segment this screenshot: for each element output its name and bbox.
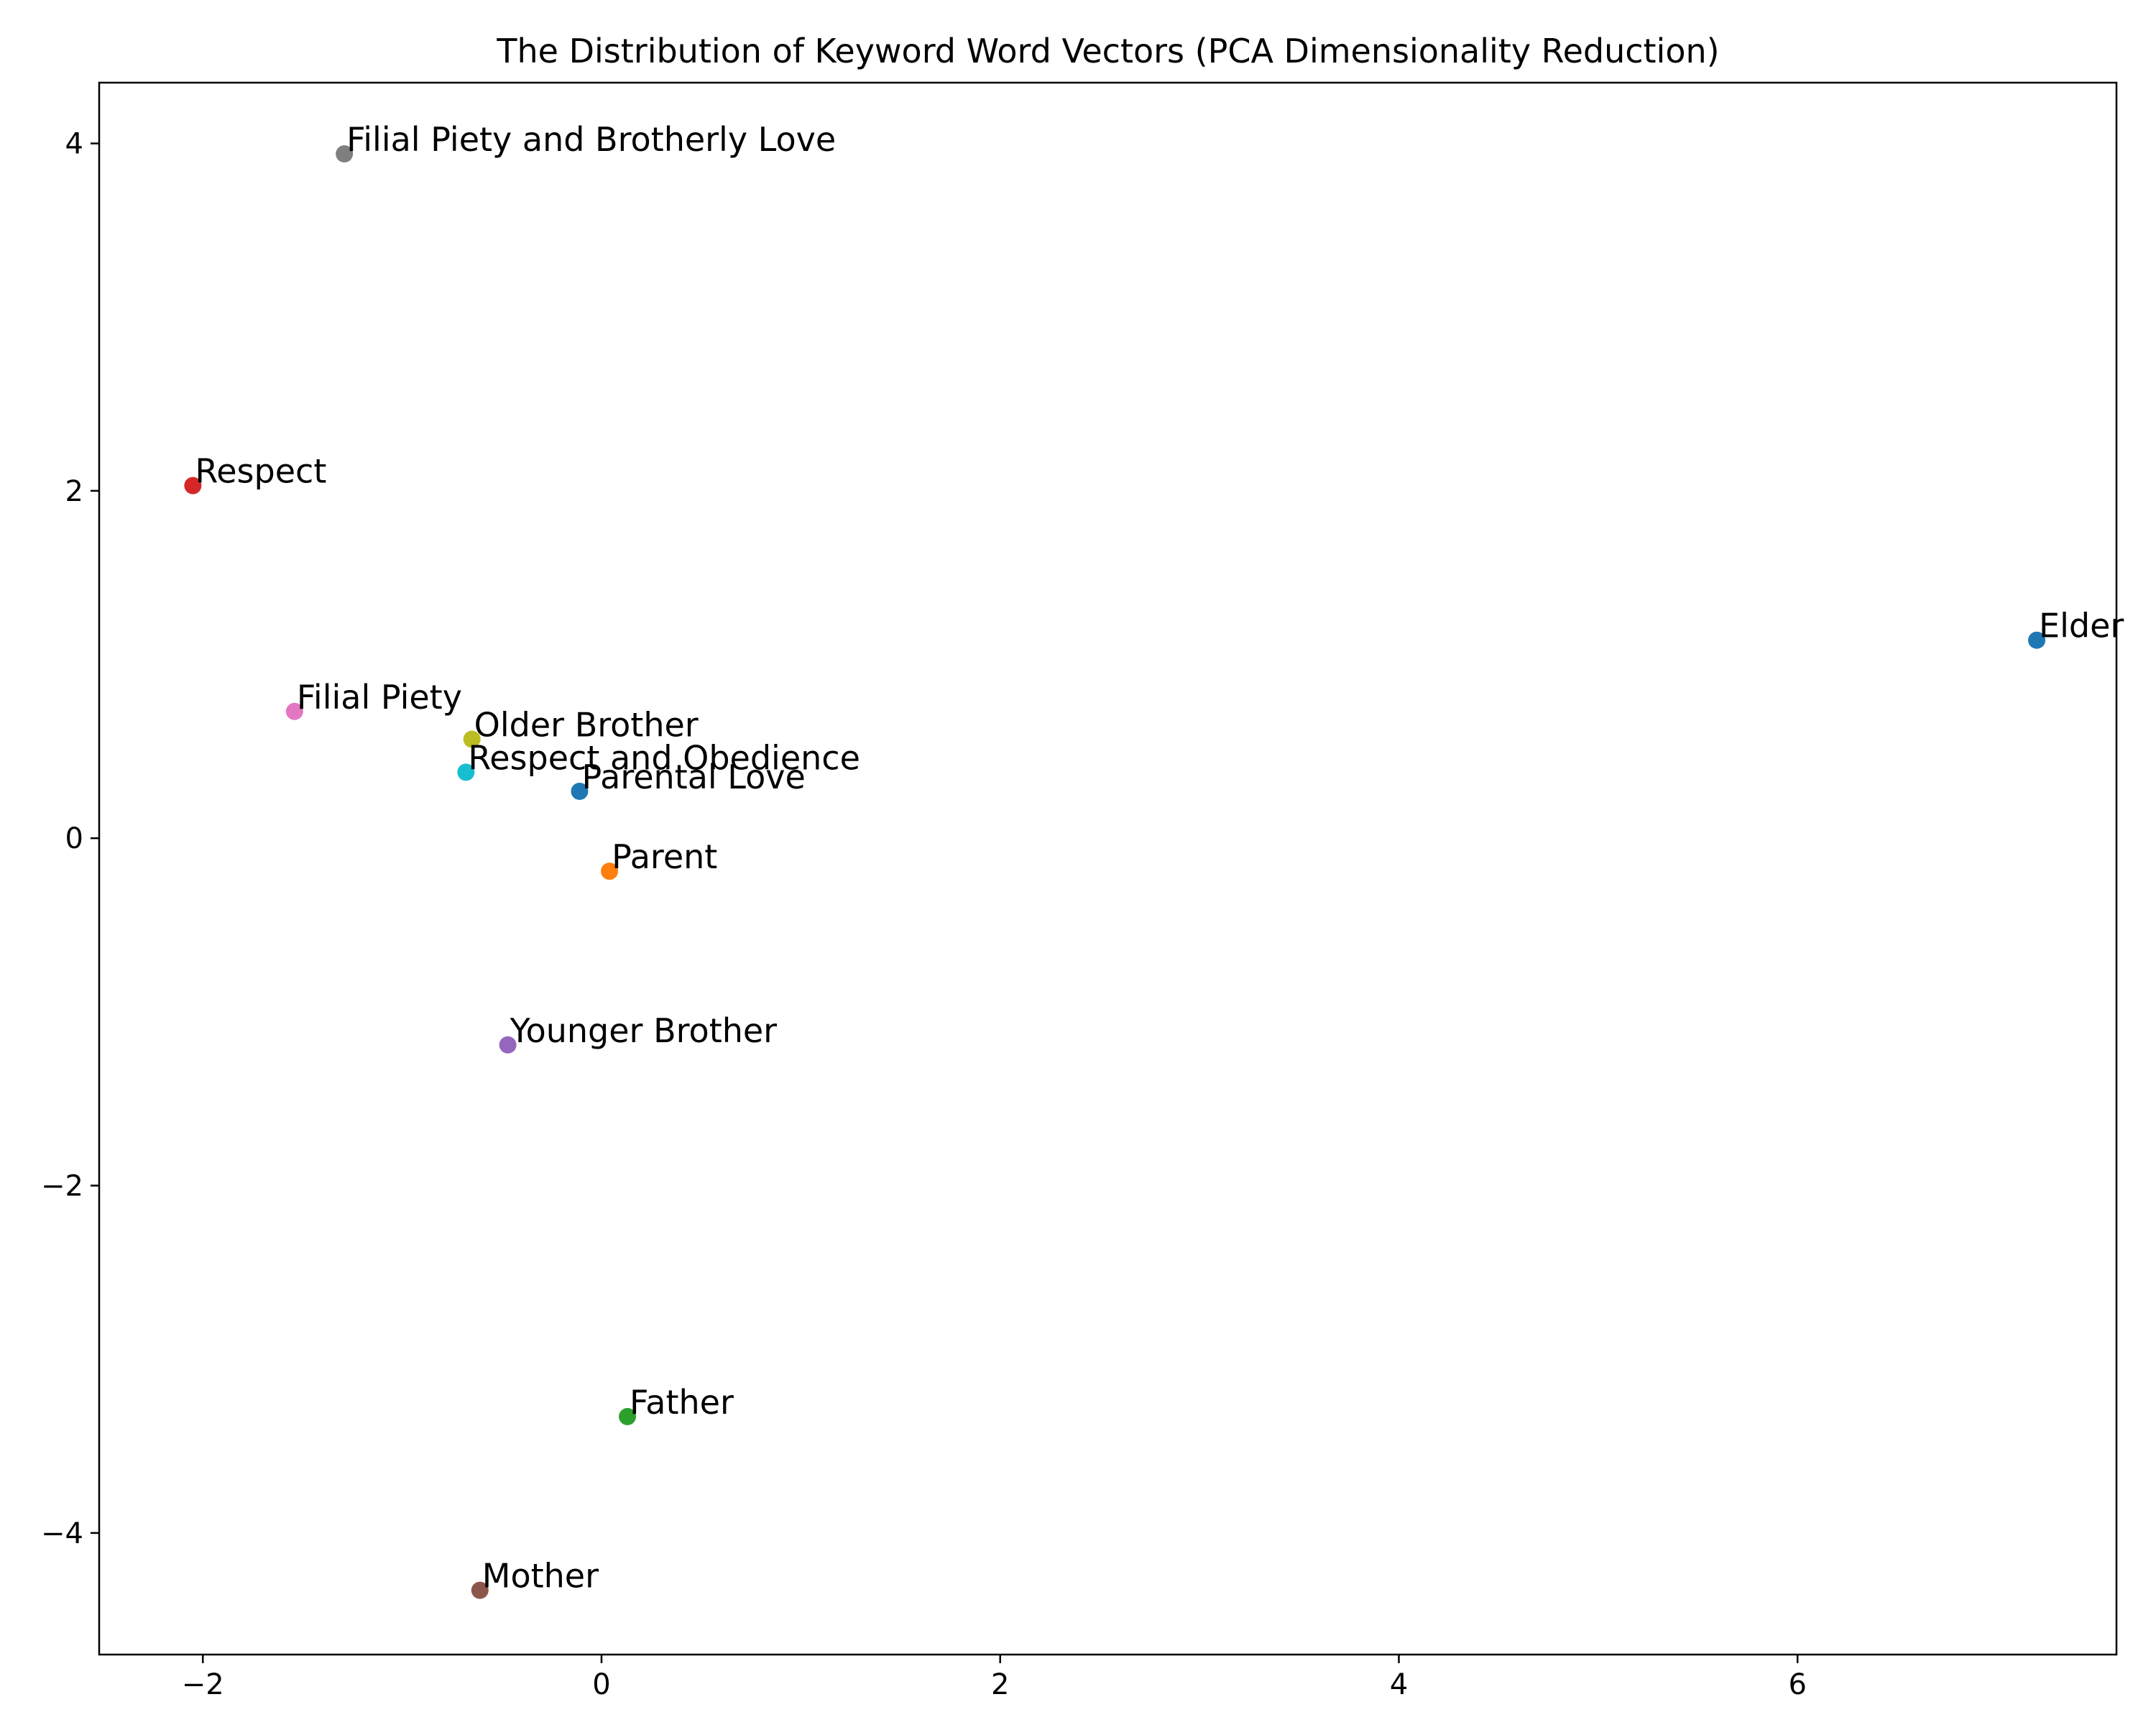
scatter-point [463, 730, 481, 748]
scatter-point [285, 702, 303, 720]
y-tick-label: −4 [41, 1517, 83, 1550]
x-axis: −2 0 2 4 6 [182, 1655, 1807, 1701]
scatter-point [457, 763, 475, 781]
y-tick-label: 2 [65, 475, 83, 508]
point-label: Older Brother [474, 705, 699, 744]
chart-title: The Distribution of Keyword Word Vectors… [496, 32, 1719, 70]
scatter-point [2028, 631, 2046, 649]
y-tick-label: 0 [65, 822, 83, 855]
x-tick-label: 6 [1788, 1668, 1806, 1701]
x-tick-label: −2 [182, 1668, 224, 1701]
scatter-point [499, 1036, 517, 1054]
y-axis: −4 −2 0 2 4 [41, 128, 99, 1550]
scatter-point [336, 145, 354, 163]
y-tick-label: −2 [41, 1170, 83, 1203]
y-tick-label: 4 [65, 128, 83, 161]
x-tick-label: 0 [592, 1668, 610, 1701]
x-tick-label: 2 [991, 1668, 1009, 1701]
x-tick-label: 4 [1390, 1668, 1408, 1701]
scatter-point [184, 477, 202, 494]
point-label: Parental Love [581, 758, 805, 796]
scatter-point [601, 862, 619, 880]
scatter-point [471, 1581, 489, 1599]
point-label: Parent [612, 837, 717, 876]
scatter-point [619, 1407, 637, 1425]
plot-frame [98, 81, 2118, 1656]
point-label: Younger Brother [510, 1011, 778, 1050]
point-label: Filial Piety [297, 678, 462, 717]
point-label: Mother [482, 1557, 599, 1596]
point-label: Filial Piety and Brotherly Love [346, 120, 836, 159]
point-label: Respect and Obedience [468, 738, 860, 777]
scatter-points: Elder Parent Father Respect Younger Brother M… [184, 120, 2124, 1599]
point-label: Respect [195, 452, 326, 491]
scatter-point [571, 782, 589, 800]
point-label: Father [630, 1383, 734, 1422]
point-label: Elder [2039, 607, 2124, 645]
